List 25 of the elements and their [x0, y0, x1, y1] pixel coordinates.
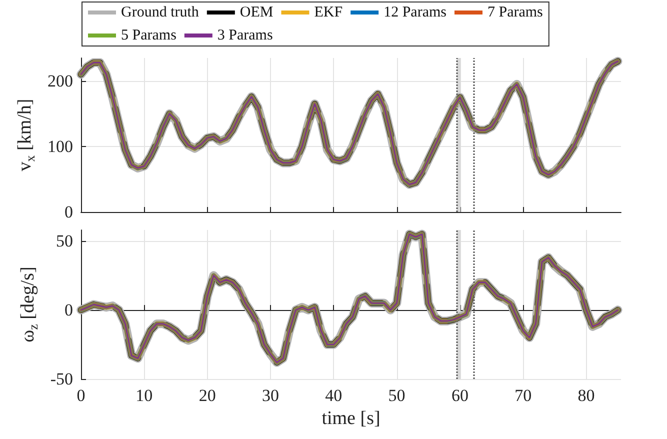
x-tick-label: 60	[451, 386, 468, 405]
x-tick-label: 50	[388, 386, 406, 405]
y-tick-label: 100	[48, 136, 73, 156]
x-axis-title: time [s]	[322, 408, 380, 429]
y-tick-label: -50	[50, 370, 73, 388]
x-tick-label: 40	[325, 386, 342, 405]
legend-label: OEM	[240, 4, 274, 20]
x-tick-label: 70	[514, 386, 532, 405]
legend-label: Ground truth	[121, 4, 200, 20]
x-tick-label: 20	[198, 386, 216, 405]
x-tick-label: 10	[136, 386, 153, 405]
y-axis-title: vx [km/h]	[14, 98, 38, 172]
legend-label: 12 Params	[384, 4, 447, 20]
legend-label: 3 Params	[217, 28, 273, 44]
y-tick-label: 0	[64, 202, 73, 222]
legend-label: 7 Params	[487, 4, 544, 20]
x-tick-label: 80	[578, 386, 595, 405]
y-axis-title: ωz [deg/s]	[17, 266, 40, 342]
y-tick-label: 200	[48, 71, 73, 90]
y-tick-label: 0	[64, 300, 73, 320]
legend-label: EKF	[314, 4, 343, 20]
legend-label: 5 Params	[121, 28, 177, 44]
x-tick-label: 30	[262, 386, 279, 405]
y-tick-label: 50	[56, 232, 73, 251]
x-tick-label: 0	[76, 386, 86, 405]
